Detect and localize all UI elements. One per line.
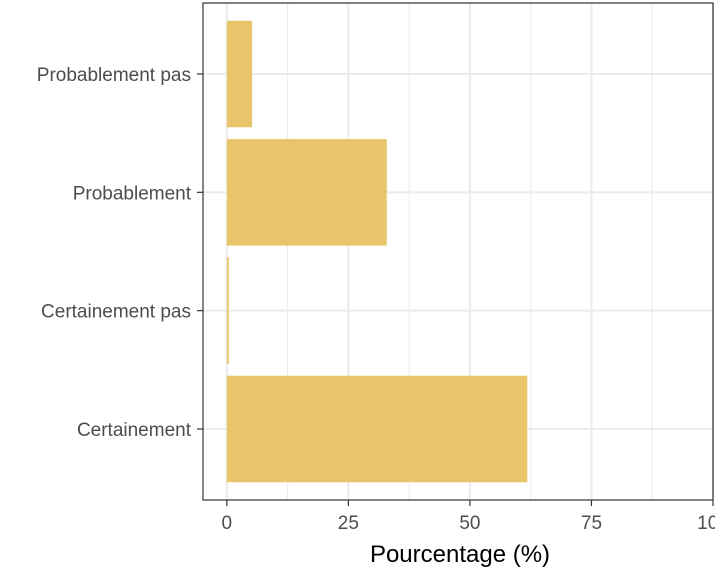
y-tick-label: Certainement [77, 420, 192, 441]
x-tick-label: 0 [222, 513, 233, 534]
x-axis: 0 25 50 75 100 [222, 500, 715, 534]
x-tick-label: 75 [581, 513, 602, 534]
x-tick-label: 100 [697, 513, 715, 534]
bar [226, 20, 253, 128]
y-tick-label: Probablement pas [37, 65, 191, 86]
y-tick-label: Certainement pas [41, 302, 191, 323]
x-tick-label: 25 [338, 513, 359, 534]
bar [226, 375, 528, 483]
bar [226, 139, 387, 246]
y-tick-label: Probablement [73, 183, 192, 204]
panel-border [202, 2, 714, 501]
y-axis: Certainement Certainement pas Probablement… [37, 65, 203, 441]
x-tick-label: 50 [459, 513, 480, 534]
bar [226, 257, 229, 364]
x-axis-title: Pourcentage (%) [370, 541, 550, 568]
bars [226, 20, 528, 483]
